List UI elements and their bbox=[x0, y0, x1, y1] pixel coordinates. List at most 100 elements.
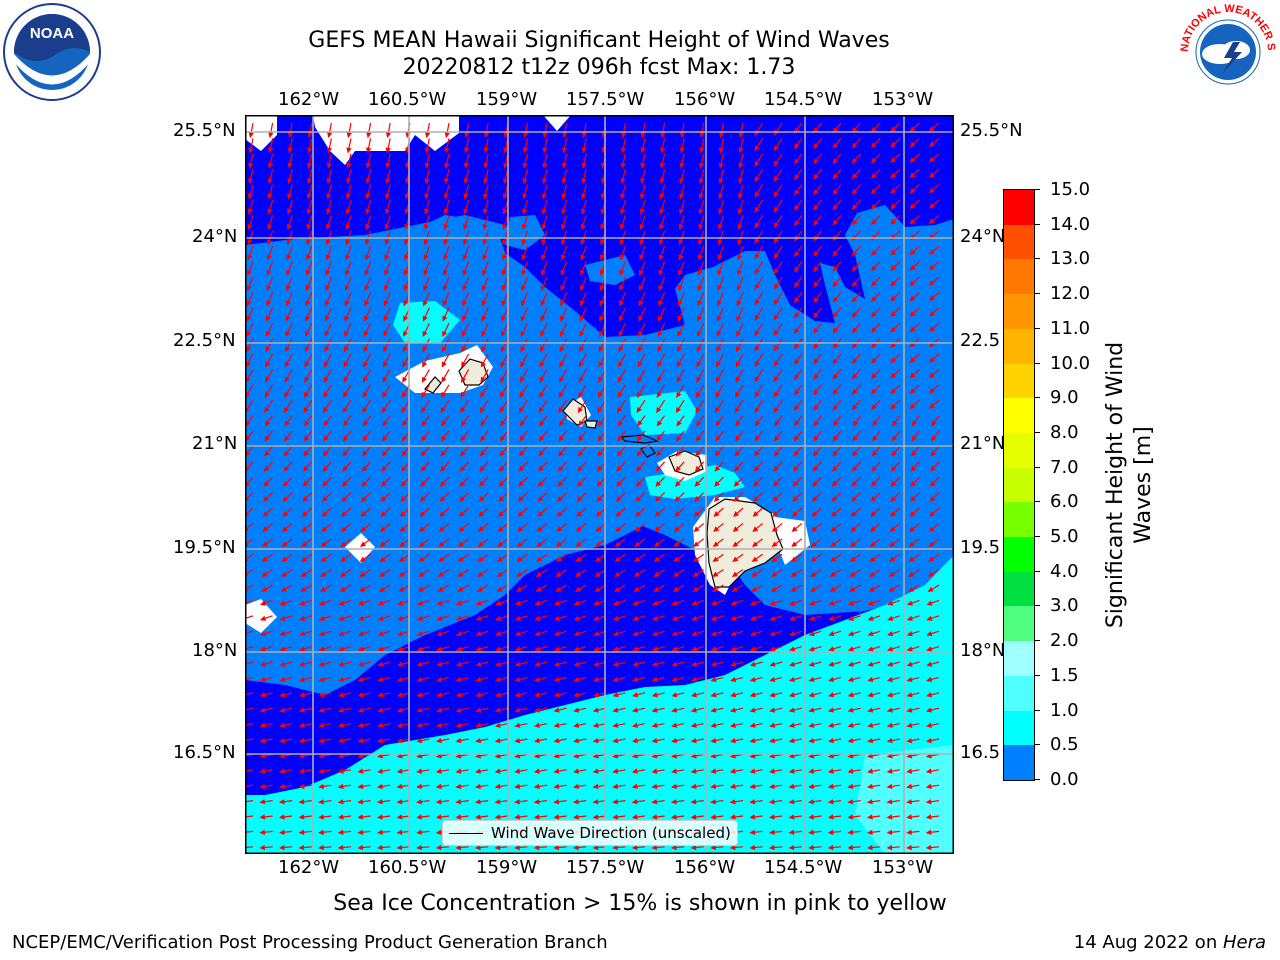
wave-arrow-head bbox=[325, 284, 331, 292]
wave-arrow-head bbox=[737, 254, 743, 261]
wave-arrow-head bbox=[318, 661, 325, 667]
wave-arrow-head bbox=[679, 193, 685, 200]
wave-arrow-head bbox=[851, 388, 858, 395]
wave-arrow-head bbox=[419, 526, 426, 532]
wave-arrow-head bbox=[690, 676, 698, 683]
wave-arrow-head bbox=[324, 330, 330, 338]
wave-arrow-head bbox=[298, 844, 305, 851]
wave-arrow-head bbox=[284, 376, 290, 383]
wave-arrow-head bbox=[577, 406, 584, 414]
wave-arrow-head bbox=[361, 480, 368, 487]
wave-arrow-head bbox=[676, 435, 682, 442]
wave-arrow-head bbox=[847, 722, 854, 728]
wave-arrow-head bbox=[733, 480, 740, 487]
wave-arrow-head bbox=[789, 615, 796, 621]
wave-arrow-head bbox=[851, 157, 858, 164]
wave-arrow-head bbox=[870, 388, 877, 395]
wave-arrow-head bbox=[381, 406, 388, 414]
lat-tick-left: 22.5°N bbox=[173, 330, 236, 351]
wave-arrow-head bbox=[343, 376, 349, 383]
wave-arrow-head bbox=[436, 661, 443, 667]
wave-arrow-head bbox=[909, 218, 916, 225]
wave-arrow-head bbox=[697, 330, 702, 338]
wave-arrow-head bbox=[264, 435, 270, 442]
wave-arrow-head bbox=[674, 496, 681, 502]
wave-arrow-head bbox=[521, 223, 528, 231]
wave-arrow-head bbox=[285, 315, 291, 322]
wave-arrow-head bbox=[460, 450, 466, 457]
wave-arrow-head bbox=[925, 753, 932, 759]
wave-arrow-head bbox=[495, 615, 502, 621]
wave-arrow-head bbox=[832, 281, 839, 288]
wave-arrow-head bbox=[811, 526, 818, 532]
wave-arrow-head bbox=[573, 692, 580, 698]
wave-arrow-head bbox=[539, 346, 545, 353]
wave-arrow-head bbox=[828, 676, 835, 683]
wave-arrow-head bbox=[658, 284, 664, 292]
wave-arrow-head bbox=[773, 145, 780, 152]
wave-arrow-head bbox=[612, 615, 619, 621]
wave-arrow bbox=[245, 769, 254, 772]
wave-arrow-head bbox=[282, 496, 289, 502]
wave-arrow-head bbox=[462, 315, 467, 322]
wave-arrow-head bbox=[771, 571, 778, 577]
wave-arrow-head bbox=[729, 753, 736, 759]
wave-arrow-head bbox=[379, 526, 386, 532]
wave-arrow-head bbox=[600, 178, 606, 185]
wave-arrow-head bbox=[497, 541, 504, 547]
wave-arrow-head bbox=[851, 219, 858, 226]
wave-arrow-head bbox=[827, 829, 834, 835]
wave-arrow-head bbox=[832, 404, 839, 411]
wave-arrow-head bbox=[813, 296, 819, 304]
wave-arrow-head bbox=[259, 661, 266, 667]
wave-arrow-head bbox=[579, 330, 585, 338]
wave-arrow-head bbox=[633, 586, 640, 592]
wave-arrow-head bbox=[318, 676, 325, 683]
wave-arrow-head bbox=[401, 391, 408, 398]
wave-arrow-head bbox=[338, 646, 345, 652]
wave-arrow-head bbox=[793, 358, 800, 365]
wave-arrow bbox=[245, 830, 254, 833]
wave-arrow-head bbox=[754, 145, 760, 152]
wave-arrow-head bbox=[326, 193, 332, 200]
wave-arrow-head bbox=[534, 646, 541, 652]
wave-arrow-head bbox=[540, 330, 546, 338]
wave-arrow-head bbox=[403, 254, 410, 261]
wave-arrow-head bbox=[847, 783, 854, 790]
wave-arrow-head bbox=[813, 158, 819, 165]
wave-arrow-head bbox=[695, 420, 702, 427]
wave-arrow-head bbox=[538, 406, 544, 414]
lon-tick-bottom: 156°W bbox=[674, 857, 736, 878]
wave-arrow-head bbox=[479, 406, 486, 414]
wave-arrow-head bbox=[282, 480, 289, 487]
wave-arrow-head bbox=[639, 254, 645, 261]
wave-arrow-head bbox=[691, 600, 698, 606]
wave-arrow-head bbox=[793, 250, 800, 258]
wave-arrow-head bbox=[247, 193, 253, 200]
wave-arrow-head bbox=[813, 389, 819, 396]
wave-arrow-head bbox=[909, 280, 916, 287]
wave-arrow-head bbox=[318, 783, 325, 790]
wave-arrow-head bbox=[318, 753, 325, 759]
wave-arrow-head bbox=[463, 193, 469, 200]
wave-arrow-head bbox=[718, 132, 725, 139]
wave-arrow-head bbox=[581, 178, 587, 185]
wave-arrow-head bbox=[597, 435, 604, 442]
wave-arrow-head bbox=[813, 219, 819, 227]
wave-arrow-head bbox=[651, 661, 658, 667]
wave-arrow-head bbox=[697, 284, 703, 292]
wave-arrow-head bbox=[769, 722, 776, 728]
wave-arrow-head bbox=[869, 526, 876, 532]
wave-arrow-head bbox=[832, 450, 839, 457]
wave-arrow-head bbox=[715, 420, 722, 427]
wave-arrow-head bbox=[599, 330, 604, 338]
wave-arrow-head bbox=[793, 173, 800, 181]
wave-arrow-head bbox=[638, 284, 644, 292]
lat-tick-right: 16.5 bbox=[960, 742, 1001, 763]
colorbar-label: 9.0 bbox=[1050, 387, 1079, 409]
wave-arrow-head bbox=[460, 391, 466, 398]
wave-arrow-head bbox=[690, 707, 697, 713]
wave-arrow-head bbox=[929, 480, 936, 487]
wave-arrow-head bbox=[267, 178, 273, 185]
wave-arrow-head bbox=[692, 586, 699, 592]
